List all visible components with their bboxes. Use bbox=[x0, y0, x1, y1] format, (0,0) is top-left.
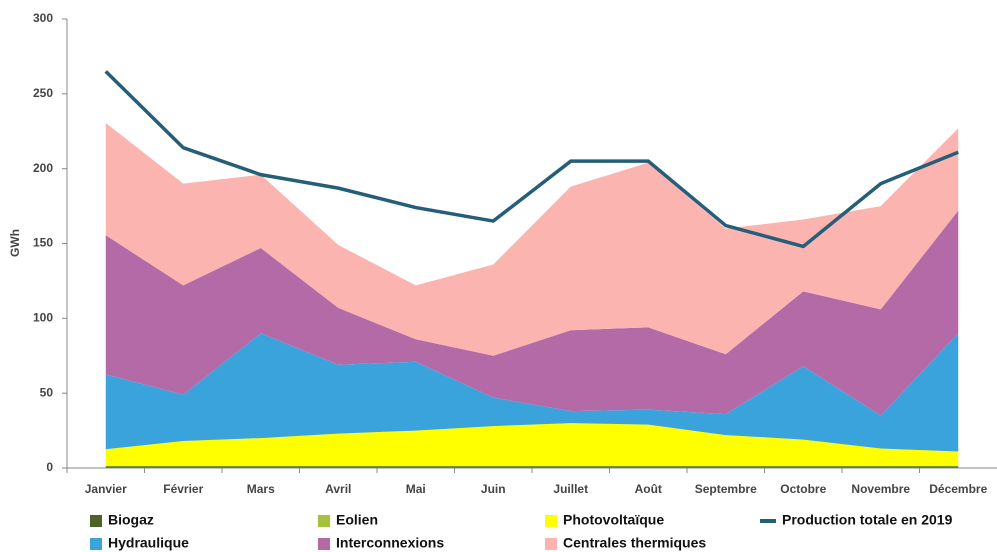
area bbox=[105, 465, 959, 467]
area bbox=[105, 123, 959, 356]
y-tick-label: 100 bbox=[33, 311, 53, 325]
legend-label: Eolien bbox=[336, 512, 378, 528]
area bbox=[105, 333, 959, 452]
y-tick-label: 150 bbox=[33, 236, 53, 250]
legend-label: Centrales thermiques bbox=[563, 535, 706, 551]
x-tick-label: Avril bbox=[325, 482, 351, 496]
legend-swatch bbox=[545, 538, 557, 550]
legend-swatch bbox=[545, 515, 557, 527]
legend-label: Photovoltaïque bbox=[563, 512, 664, 528]
legend-swatch bbox=[90, 515, 102, 527]
legend-swatch bbox=[318, 538, 330, 550]
x-tick-label: Octobre bbox=[780, 482, 826, 496]
y-tick-label: 0 bbox=[46, 460, 53, 474]
legend-swatch bbox=[90, 538, 102, 550]
x-tick-label: Juillet bbox=[553, 482, 588, 496]
y-tick-label: 250 bbox=[33, 86, 53, 100]
legend-label: Production totale en 2019 bbox=[782, 512, 953, 528]
x-tick-label: Juin bbox=[481, 482, 506, 496]
line bbox=[104, 70, 959, 249]
legend-swatch bbox=[318, 515, 330, 527]
y-axis-label: GWh bbox=[8, 229, 22, 257]
x-tick-label: Septembre bbox=[695, 482, 757, 496]
x-tick-label: Novembre bbox=[851, 482, 910, 496]
x-tick-label: Août bbox=[635, 482, 662, 496]
x-tick-label: Mars bbox=[247, 482, 275, 496]
x-tick-label: Mai bbox=[406, 482, 426, 496]
y-tick-label: 300 bbox=[33, 11, 53, 25]
area bbox=[105, 423, 959, 466]
legend-label: Hydraulique bbox=[108, 535, 189, 551]
legend-label: Biogaz bbox=[108, 512, 154, 528]
legend-label: Interconnexions bbox=[336, 535, 444, 551]
y-tick-label: 50 bbox=[40, 385, 54, 399]
x-tick-label: Janvier bbox=[85, 482, 127, 496]
y-tick-label: 200 bbox=[33, 161, 53, 175]
area bbox=[105, 210, 959, 416]
x-tick-label: Février bbox=[163, 482, 203, 496]
x-tick-label: Décembre bbox=[929, 482, 987, 496]
